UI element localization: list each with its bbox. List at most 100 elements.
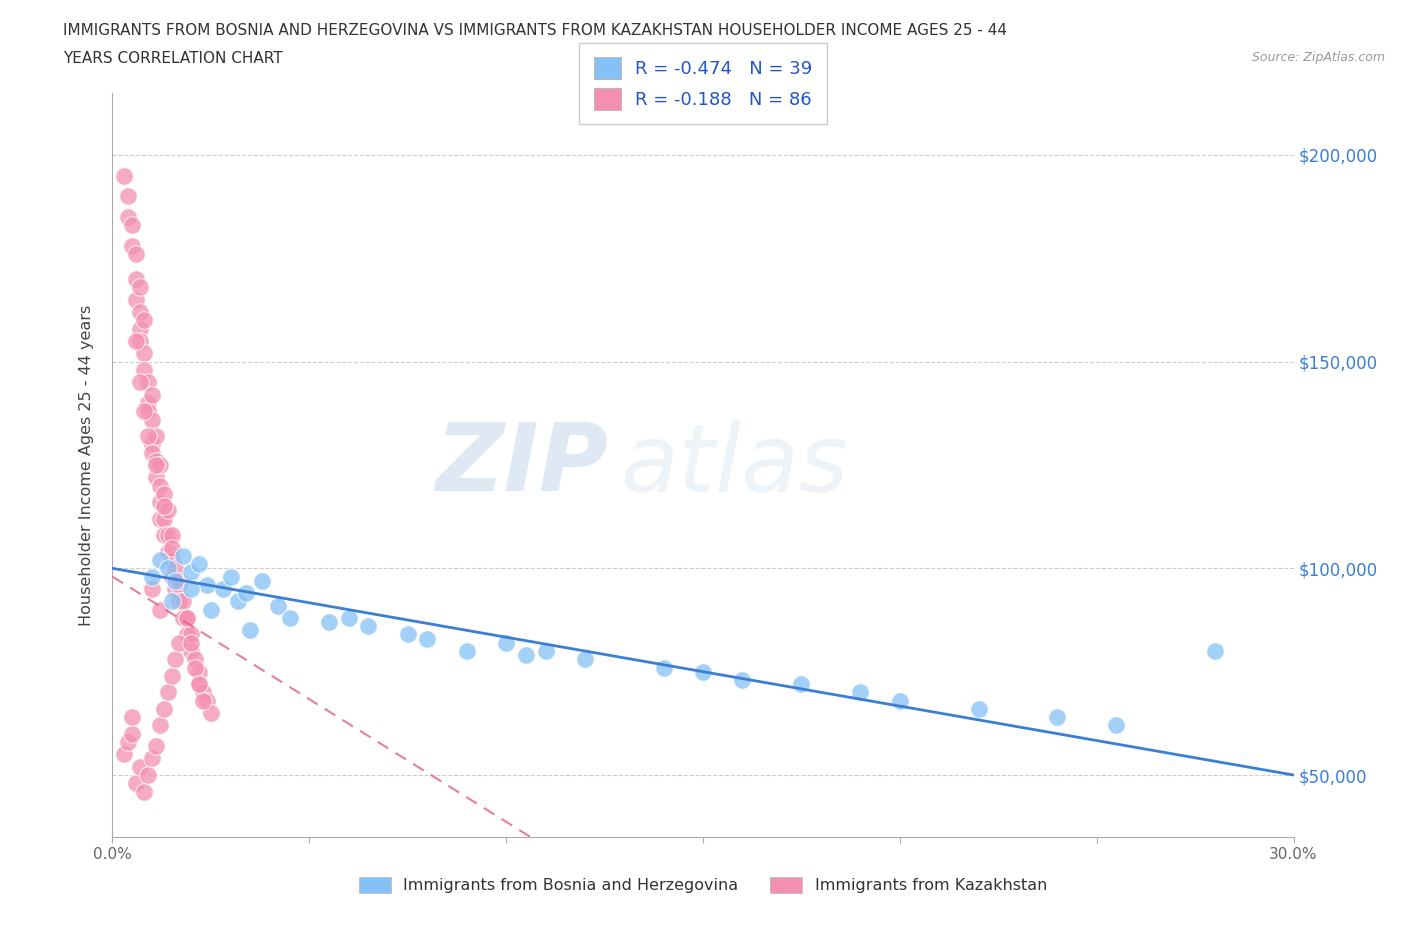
Point	[456, 644, 478, 658]
Point	[152, 528, 174, 543]
Point	[180, 635, 202, 650]
Point	[141, 437, 163, 452]
Text: Source: ZipAtlas.com: Source: ZipAtlas.com	[1251, 51, 1385, 64]
Point	[136, 404, 159, 418]
Text: ZIP: ZIP	[436, 419, 609, 511]
Point	[176, 610, 198, 625]
Point	[132, 312, 155, 327]
Point	[169, 578, 191, 592]
Point	[165, 561, 187, 576]
Point	[184, 660, 207, 675]
Point	[117, 735, 139, 750]
Point	[574, 652, 596, 667]
Point	[125, 776, 148, 790]
Point	[112, 168, 135, 183]
Point	[141, 751, 163, 766]
Point	[191, 684, 214, 699]
Point	[160, 594, 183, 609]
Point	[149, 552, 172, 567]
Point	[889, 693, 911, 708]
Point	[141, 445, 163, 460]
Point	[169, 594, 191, 609]
Point	[169, 573, 191, 588]
Legend: Immigrants from Bosnia and Herzegovina, Immigrants from Kazakhstan: Immigrants from Bosnia and Herzegovina, …	[352, 870, 1054, 899]
Point	[125, 272, 148, 286]
Point	[180, 627, 202, 642]
Point	[132, 363, 155, 378]
Point	[149, 478, 172, 493]
Point	[121, 726, 143, 741]
Point	[534, 644, 557, 658]
Point	[145, 458, 167, 472]
Point	[235, 586, 257, 601]
Point	[169, 635, 191, 650]
Point	[188, 677, 211, 692]
Point	[1105, 718, 1128, 733]
Point	[228, 594, 250, 609]
Y-axis label: Householder Income Ages 25 - 44 years: Householder Income Ages 25 - 44 years	[79, 304, 94, 626]
Point	[219, 569, 242, 584]
Point	[136, 767, 159, 782]
Point	[141, 569, 163, 584]
Point	[1046, 710, 1069, 724]
Point	[136, 375, 159, 390]
Point	[129, 280, 152, 295]
Point	[132, 404, 155, 418]
Point	[129, 321, 152, 336]
Point	[195, 693, 218, 708]
Point	[184, 652, 207, 667]
Point	[495, 635, 517, 650]
Point	[121, 710, 143, 724]
Point	[849, 684, 872, 699]
Point	[132, 346, 155, 361]
Point	[165, 581, 187, 596]
Point	[692, 664, 714, 679]
Point	[180, 565, 202, 580]
Point	[416, 631, 439, 646]
Point	[515, 647, 537, 662]
Point	[145, 429, 167, 444]
Point	[176, 627, 198, 642]
Point	[125, 334, 148, 349]
Point	[172, 594, 194, 609]
Point	[129, 334, 152, 349]
Text: IMMIGRANTS FROM BOSNIA AND HERZEGOVINA VS IMMIGRANTS FROM KAZAKHSTAN HOUSEHOLDER: IMMIGRANTS FROM BOSNIA AND HERZEGOVINA V…	[63, 23, 1007, 38]
Point	[136, 395, 159, 410]
Point	[239, 623, 262, 638]
Point	[132, 784, 155, 799]
Point	[188, 557, 211, 572]
Point	[172, 610, 194, 625]
Point	[152, 486, 174, 501]
Point	[357, 618, 380, 633]
Point	[160, 552, 183, 567]
Point	[149, 603, 172, 618]
Point	[145, 470, 167, 485]
Point	[195, 578, 218, 592]
Point	[121, 218, 143, 232]
Point	[652, 660, 675, 675]
Point	[141, 412, 163, 427]
Point	[156, 544, 179, 559]
Point	[112, 747, 135, 762]
Point	[125, 246, 148, 261]
Point	[200, 603, 222, 618]
Point	[156, 503, 179, 518]
Point	[191, 693, 214, 708]
Point	[145, 454, 167, 469]
Point	[149, 495, 172, 510]
Point	[129, 759, 152, 774]
Point	[188, 677, 211, 692]
Point	[188, 664, 211, 679]
Point	[156, 561, 179, 576]
Point	[967, 701, 990, 716]
Point	[337, 610, 360, 625]
Point	[267, 598, 290, 613]
Point	[250, 573, 273, 588]
Point	[156, 528, 179, 543]
Point	[152, 512, 174, 526]
Point	[145, 738, 167, 753]
Point	[129, 305, 152, 320]
Point	[731, 672, 754, 687]
Point	[136, 429, 159, 444]
Point	[129, 375, 152, 390]
